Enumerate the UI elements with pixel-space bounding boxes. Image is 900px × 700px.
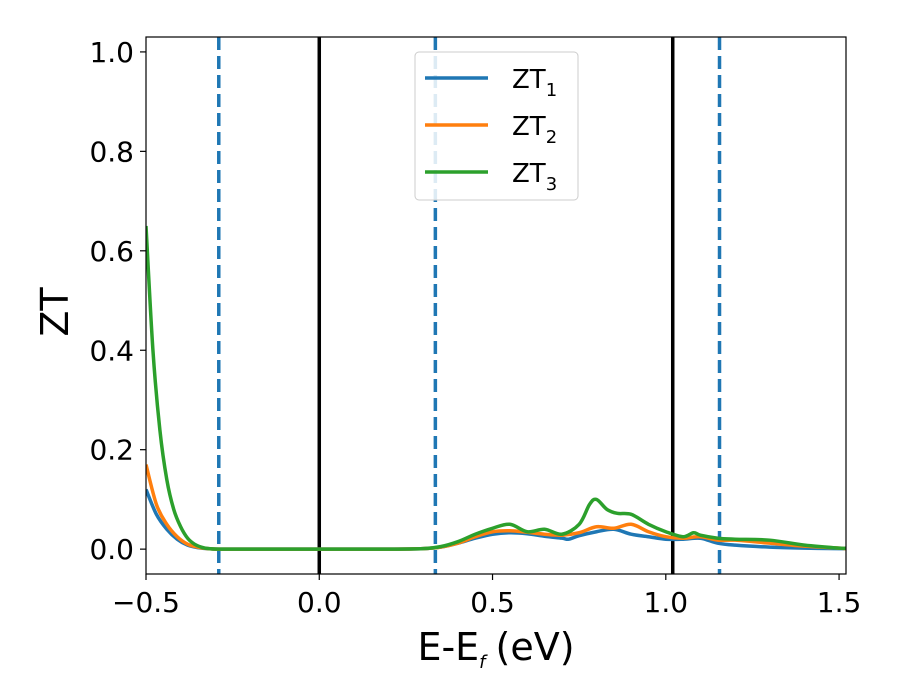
x-axis-ticks: −0.5 0.0 0.5 1.0 1.5 xyxy=(112,574,861,619)
legend-label-zt2: ZT2 xyxy=(512,112,557,148)
legend-label-zt1: ZT1 xyxy=(512,65,557,101)
y-tick-label: 0.8 xyxy=(89,135,134,168)
x-axis-label: E-Ef (eV) xyxy=(417,625,574,673)
x-tick-label: 1.5 xyxy=(817,586,862,619)
y-axis-label: ZT xyxy=(33,287,77,337)
y-tick-label: 0.6 xyxy=(89,235,134,268)
y-tick-label: 0.2 xyxy=(89,434,134,467)
y-axis-ticks: 0.0 0.2 0.4 0.6 0.8 1.0 xyxy=(89,36,146,566)
legend: ZT1 ZT2 ZT3 xyxy=(414,51,579,201)
legend-box xyxy=(414,51,579,201)
y-tick-label: 1.0 xyxy=(89,36,134,69)
series-lines xyxy=(146,225,846,551)
series-line-zt3 xyxy=(146,225,846,551)
x-tick-label: 0.0 xyxy=(297,586,342,619)
x-tick-label: 0.5 xyxy=(470,586,515,619)
x-axis-label-unit: (eV) xyxy=(496,625,575,669)
x-axis-label-sub: f xyxy=(479,652,488,673)
x-tick-label: 1.0 xyxy=(644,586,689,619)
x-tick-label: −0.5 xyxy=(112,586,180,619)
y-tick-label: 0.4 xyxy=(89,334,134,367)
vertical-lines xyxy=(217,37,722,574)
plot-frame xyxy=(145,36,847,575)
y-tick-label: 0.0 xyxy=(89,533,134,566)
x-axis-label-main: E-E xyxy=(417,625,479,669)
legend-label-zt3: ZT3 xyxy=(512,159,557,195)
